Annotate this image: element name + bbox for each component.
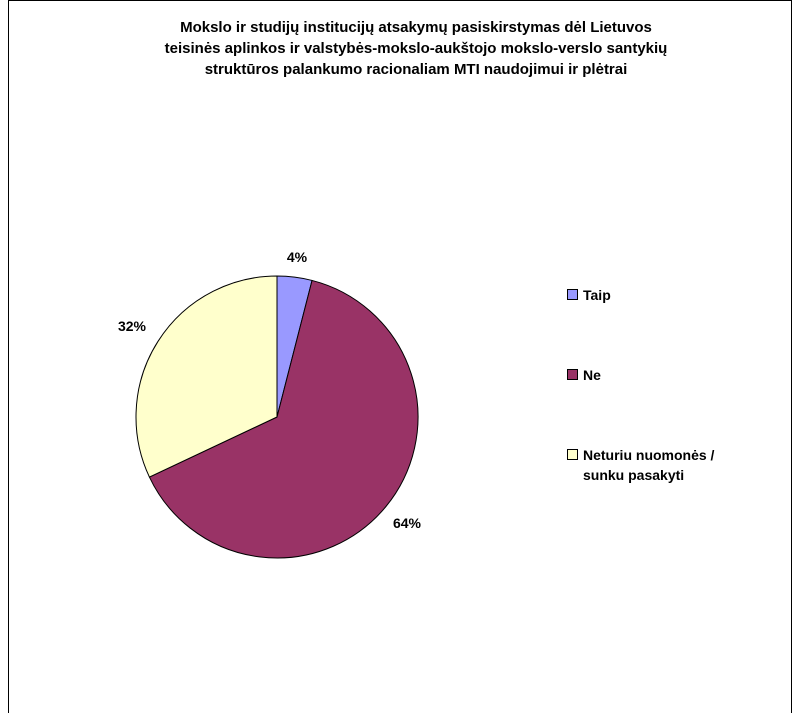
chart-frame: Mokslo ir studijų institucijų atsakymų p… — [8, 0, 792, 713]
legend-label-2: Neturiu nuomonės / sunku pasakyti — [583, 447, 715, 483]
legend-swatch-1 — [567, 369, 578, 380]
pie-slice-1 — [148, 279, 419, 559]
pie-slice-2 — [135, 275, 278, 478]
legend-swatch-0 — [567, 289, 578, 300]
legend-item-1: Ne — [567, 365, 601, 385]
legend-item-2: Neturiu nuomonės / sunku pasakyti — [567, 445, 714, 485]
slice-label-0: 4% — [287, 249, 308, 265]
legend-label-0: Taip — [583, 287, 611, 303]
legend-swatch-2 — [567, 449, 578, 460]
slice-label-1: 64% — [393, 515, 422, 531]
legend-item-0: Taip — [567, 285, 611, 305]
slice-label-2: 32% — [118, 318, 147, 334]
chart-title: Mokslo ir studijų institucijų atsakymų p… — [164, 19, 668, 78]
legend-label-1: Ne — [583, 367, 601, 383]
